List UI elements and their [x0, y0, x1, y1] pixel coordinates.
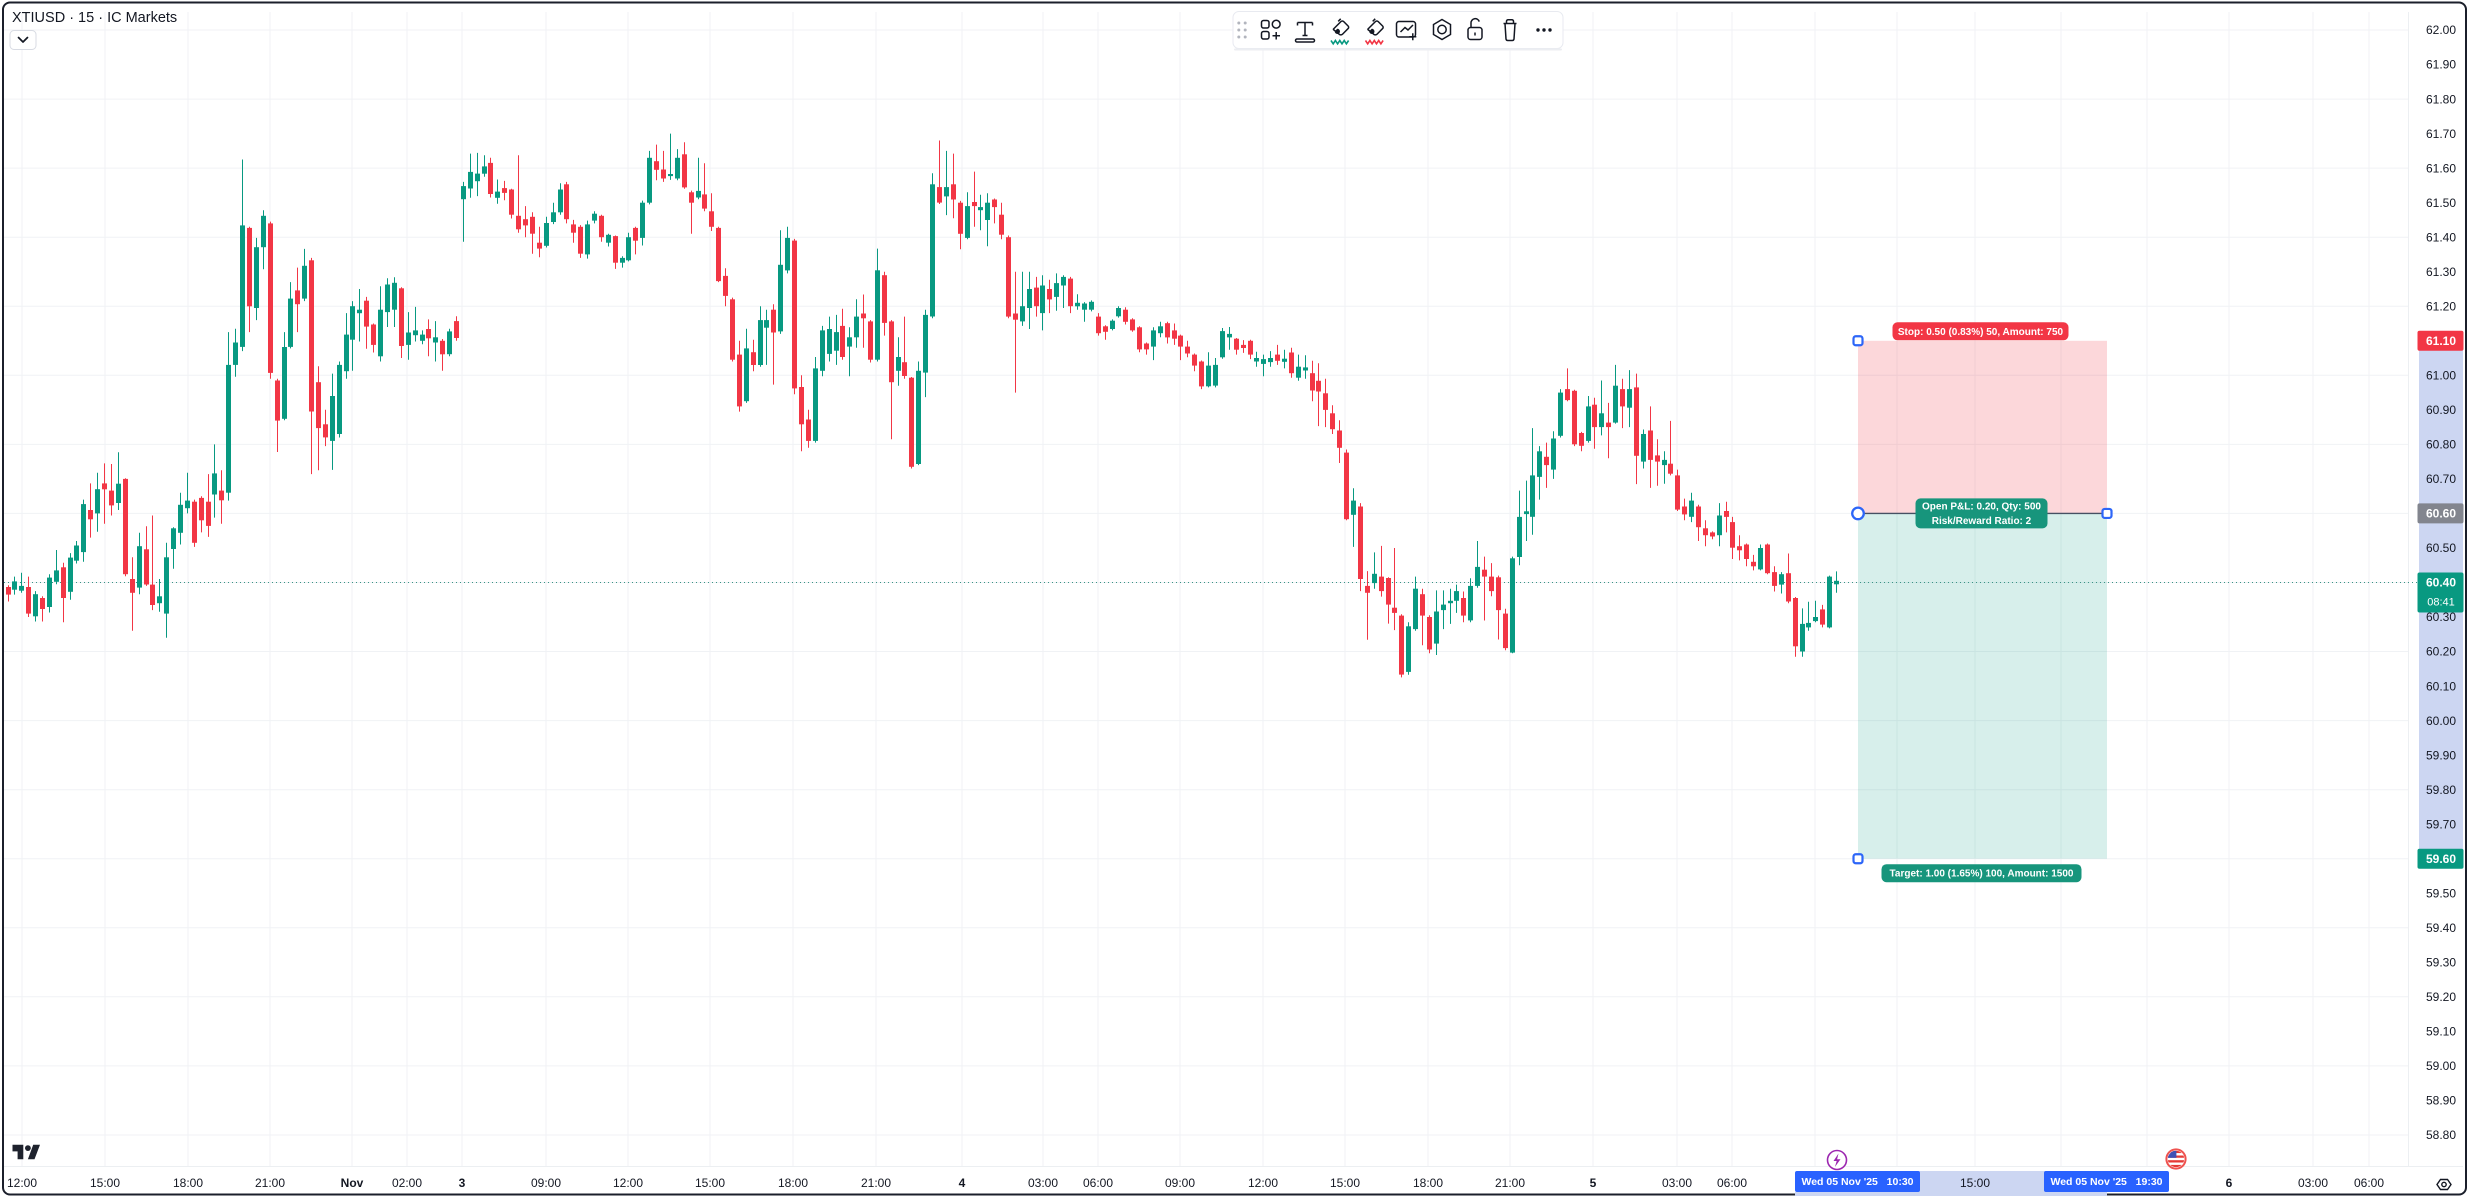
svg-text:15:00: 15:00	[695, 1176, 725, 1190]
svg-text:58.80: 58.80	[2426, 1128, 2456, 1142]
svg-text:15:00: 15:00	[1330, 1176, 1360, 1190]
svg-text:59.40: 59.40	[2426, 921, 2456, 935]
svg-text:59.30: 59.30	[2426, 956, 2456, 970]
svg-text:60.00: 60.00	[2426, 714, 2456, 728]
svg-text:59.70: 59.70	[2426, 817, 2456, 831]
svg-text:09:00: 09:00	[1165, 1176, 1195, 1190]
svg-text:60.50: 60.50	[2426, 541, 2456, 555]
svg-text:61.70: 61.70	[2426, 127, 2456, 141]
svg-text:62.00: 62.00	[2426, 23, 2456, 37]
svg-text:02:00: 02:00	[392, 1176, 422, 1190]
svg-text:61.30: 61.30	[2426, 265, 2456, 279]
svg-text:03:00: 03:00	[1662, 1176, 1692, 1190]
svg-text:12:00: 12:00	[1248, 1176, 1278, 1190]
svg-text:61.20: 61.20	[2426, 299, 2456, 313]
svg-text:60.70: 60.70	[2426, 472, 2456, 486]
svg-text:59.10: 59.10	[2426, 1025, 2456, 1039]
svg-text:18:00: 18:00	[778, 1176, 808, 1190]
svg-text:06:00: 06:00	[1717, 1176, 1747, 1190]
svg-text:21:00: 21:00	[255, 1176, 285, 1190]
svg-text:60.10: 60.10	[2426, 679, 2456, 693]
svg-text:03:00: 03:00	[1028, 1176, 1058, 1190]
svg-text:59.80: 59.80	[2426, 783, 2456, 797]
svg-text:06:00: 06:00	[1083, 1176, 1113, 1190]
svg-text:60.90: 60.90	[2426, 403, 2456, 417]
svg-text:21:00: 21:00	[861, 1176, 891, 1190]
svg-text:5: 5	[1590, 1176, 1597, 1190]
svg-text:61.80: 61.80	[2426, 92, 2456, 106]
svg-text:08:41: 08:41	[2427, 597, 2455, 609]
svg-text:61.90: 61.90	[2426, 58, 2456, 72]
svg-text:61.50: 61.50	[2426, 196, 2456, 210]
svg-text:59.90: 59.90	[2426, 748, 2456, 762]
svg-text:03:00: 03:00	[2298, 1176, 2328, 1190]
svg-text:Open P&L: 0.20, Qty: 500: Open P&L: 0.20, Qty: 500	[1922, 502, 2041, 513]
svg-text:60.40: 60.40	[2426, 576, 2456, 590]
svg-text:60.30: 60.30	[2426, 610, 2456, 624]
svg-text:Wed 05 Nov '25 19:30: Wed 05 Nov '25 19:30	[2050, 1176, 2162, 1188]
svg-text:60.60: 60.60	[2426, 507, 2456, 521]
svg-text:XTIUSD · 15 · IC Markets: XTIUSD · 15 · IC Markets	[12, 10, 177, 26]
svg-text:3: 3	[459, 1176, 466, 1190]
svg-text:18:00: 18:00	[1413, 1176, 1443, 1190]
svg-text:Risk/Reward Ratio: 2: Risk/Reward Ratio: 2	[1932, 516, 2032, 527]
svg-text:Stop: 0.50 (0.83%) 50, Amount:: Stop: 0.50 (0.83%) 50, Amount: 750	[1898, 327, 2064, 338]
svg-text:59.00: 59.00	[2426, 1059, 2456, 1073]
svg-text:60.80: 60.80	[2426, 438, 2456, 452]
svg-text:12:00: 12:00	[7, 1176, 37, 1190]
svg-text:Nov: Nov	[341, 1176, 364, 1190]
svg-text:61.60: 61.60	[2426, 161, 2456, 175]
svg-text:06:00: 06:00	[2354, 1176, 2384, 1190]
svg-text:61.10: 61.10	[2426, 334, 2456, 348]
svg-text:Target: 1.00 (1.65%) 100, Amou: Target: 1.00 (1.65%) 100, Amount: 1500	[1890, 869, 2074, 880]
svg-text:61.40: 61.40	[2426, 230, 2456, 244]
svg-text:6: 6	[2226, 1176, 2233, 1190]
svg-text:59.50: 59.50	[2426, 887, 2456, 901]
svg-text:4: 4	[959, 1176, 966, 1190]
svg-text:09:00: 09:00	[531, 1176, 561, 1190]
svg-text:12:00: 12:00	[613, 1176, 643, 1190]
svg-text:60.20: 60.20	[2426, 645, 2456, 659]
svg-text:58.90: 58.90	[2426, 1094, 2456, 1108]
svg-text:15:00: 15:00	[1960, 1176, 1990, 1190]
svg-text:18:00: 18:00	[173, 1176, 203, 1190]
svg-text:59.20: 59.20	[2426, 990, 2456, 1004]
svg-text:15:00: 15:00	[90, 1176, 120, 1190]
svg-text:Wed 05 Nov '25 10:30: Wed 05 Nov '25 10:30	[1801, 1176, 1913, 1188]
svg-text:61.00: 61.00	[2426, 369, 2456, 383]
svg-text:21:00: 21:00	[1495, 1176, 1525, 1190]
svg-text:59.60: 59.60	[2426, 852, 2456, 866]
